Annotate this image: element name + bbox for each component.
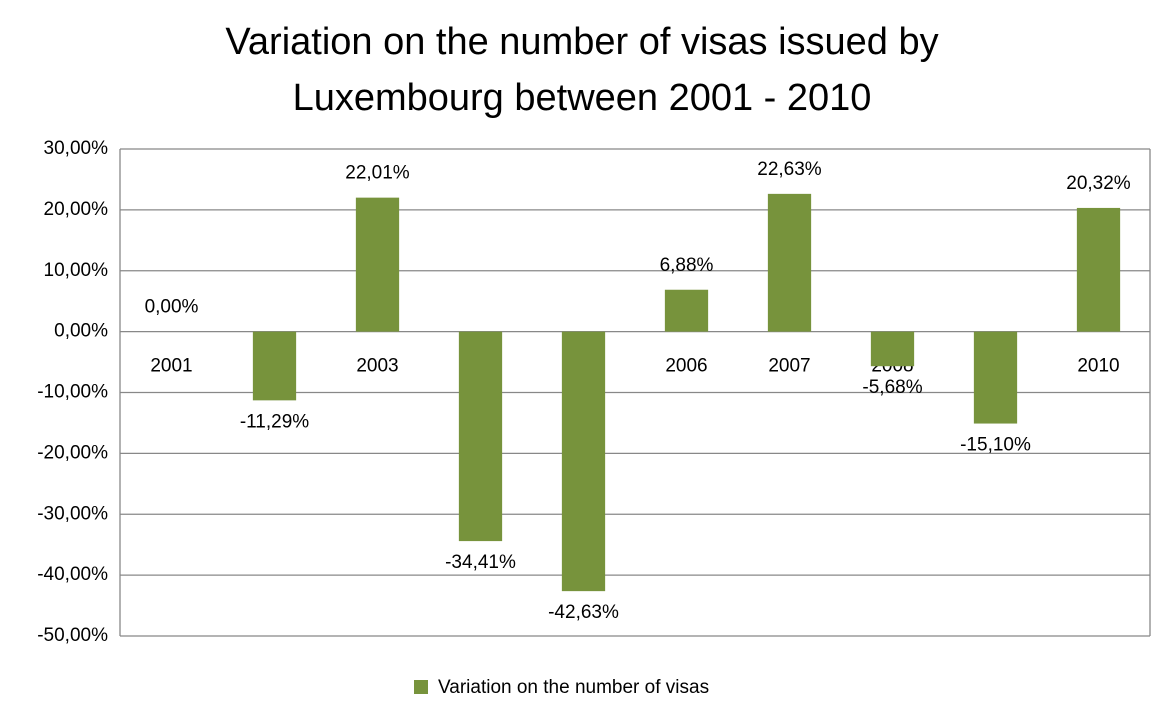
data-label: -34,41% xyxy=(445,552,516,573)
x-tick-label: 2010 xyxy=(1077,356,1119,377)
bar xyxy=(973,331,1018,424)
x-tick-label: 2007 xyxy=(768,356,810,377)
y-tick-label: 0,00% xyxy=(54,321,108,342)
y-tick-label: -50,00% xyxy=(37,625,108,646)
bar xyxy=(870,331,915,367)
legend-swatch xyxy=(414,680,428,694)
y-tick-label: 30,00% xyxy=(44,138,109,159)
y-tick-label: -20,00% xyxy=(37,442,108,463)
y-tick-label: -40,00% xyxy=(37,564,108,585)
x-tick-label: 2001 xyxy=(150,356,192,377)
data-label: 22,63% xyxy=(757,159,822,180)
y-tick-label: -10,00% xyxy=(37,382,108,403)
data-label: -15,10% xyxy=(960,435,1031,456)
chart-title: Variation on the number of visas issued … xyxy=(225,21,939,119)
x-tick-label: 2003 xyxy=(356,356,398,377)
y-tick-label: -30,00% xyxy=(37,503,108,524)
data-label: 20,32% xyxy=(1066,173,1131,194)
y-tick-label: 10,00% xyxy=(44,260,109,281)
data-label: -5,68% xyxy=(862,377,922,398)
data-label: -42,63% xyxy=(548,602,619,623)
data-label: 6,88% xyxy=(660,255,714,276)
x-tick-label: 2006 xyxy=(665,356,707,377)
data-label: 22,01% xyxy=(345,163,410,184)
bar xyxy=(458,331,503,542)
legend-label: Variation on the number of visas xyxy=(438,677,709,698)
bar xyxy=(767,193,812,332)
data-label: -11,29% xyxy=(240,411,309,432)
bar xyxy=(1076,207,1121,332)
y-tick-label: 20,00% xyxy=(44,199,109,220)
bar xyxy=(561,331,606,592)
bar xyxy=(355,197,400,332)
bar xyxy=(252,331,297,401)
bar xyxy=(664,289,709,332)
data-label: 0,00% xyxy=(145,297,199,318)
